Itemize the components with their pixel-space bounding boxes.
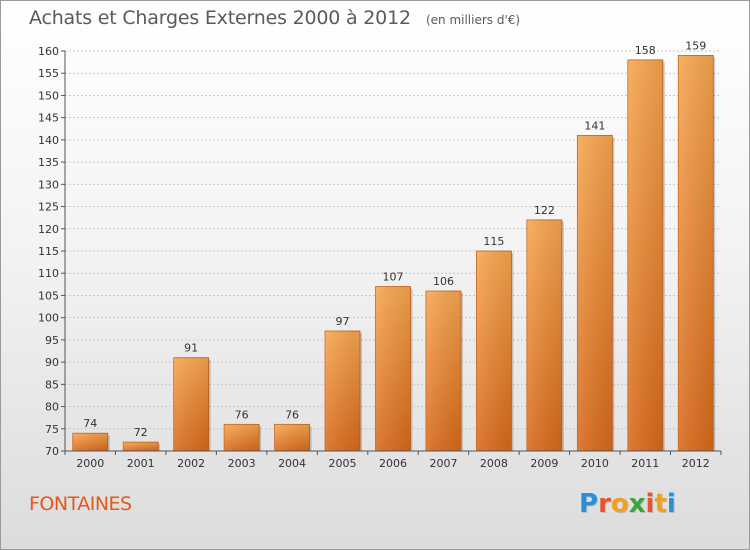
data-label: 122: [534, 204, 555, 217]
data-label: 72: [134, 426, 148, 439]
logo-letter: t: [654, 489, 667, 519]
data-label: 159: [685, 39, 706, 52]
x-tick-label: 2006: [379, 457, 407, 470]
y-tick-label: 100: [38, 312, 59, 325]
bar-shade: [173, 357, 209, 451]
commune-name: FONTAINES: [29, 493, 132, 515]
bar-shade: [72, 433, 108, 451]
y-tick-label: 110: [38, 267, 59, 280]
data-label: 158: [635, 44, 656, 57]
x-tick-label: 2003: [228, 457, 256, 470]
data-label: 115: [483, 235, 504, 248]
y-tick-label: 120: [38, 223, 59, 236]
y-tick-label: 95: [45, 334, 59, 347]
x-tick-label: 2000: [76, 457, 104, 470]
data-label: 141: [584, 119, 605, 132]
y-tick-label: 70: [45, 445, 59, 458]
bar-shade: [375, 286, 411, 451]
data-label: 107: [383, 271, 404, 284]
x-tick-label: 2010: [581, 457, 609, 470]
x-tick-label: 2005: [329, 457, 357, 470]
bar-shade: [526, 219, 562, 451]
logo-letter: x: [628, 489, 646, 519]
data-label: 76: [285, 408, 299, 421]
x-tick-label: 2002: [177, 457, 205, 470]
y-tick-label: 90: [45, 356, 59, 369]
bar-shade: [325, 331, 361, 451]
y-tick-label: 155: [38, 67, 59, 80]
y-tick-label: 160: [38, 45, 59, 58]
y-tick-label: 145: [38, 112, 59, 125]
logo-letter: P: [579, 489, 599, 519]
x-tick-label: 2007: [429, 457, 457, 470]
data-label: 106: [433, 275, 454, 288]
x-tick-label: 2009: [530, 457, 558, 470]
y-tick-label: 140: [38, 134, 59, 147]
bar-shade: [274, 424, 310, 451]
data-label: 76: [235, 408, 249, 421]
bar-shade: [476, 251, 512, 451]
logo-letter: r: [598, 489, 611, 519]
logo-letter: i: [666, 489, 676, 519]
x-tick-label: 2004: [278, 457, 306, 470]
x-tick-label: 2001: [127, 457, 155, 470]
chart-title: Achats et Charges Externes 2000 à 2012: [29, 7, 411, 29]
y-tick-label: 130: [38, 178, 59, 191]
y-tick-label: 105: [38, 289, 59, 302]
y-tick-label: 85: [45, 378, 59, 391]
data-label: 74: [83, 417, 97, 430]
data-label: 97: [336, 315, 350, 328]
x-tick-label: 2011: [631, 457, 659, 470]
bar-shade: [678, 55, 714, 451]
bar-shade: [627, 59, 663, 452]
data-label: 91: [184, 342, 198, 355]
logo-letter: i: [645, 489, 655, 519]
x-tick-label: 2008: [480, 457, 508, 470]
bar-shade: [123, 442, 159, 451]
y-tick-label: 115: [38, 245, 59, 258]
bar-shade: [425, 291, 461, 451]
y-tick-label: 80: [45, 401, 59, 414]
chart-title-block: Achats et Charges Externes 2000 à 2012 (…: [29, 7, 520, 29]
proxiti-logo: Proxiti: [579, 489, 676, 519]
y-tick-label: 125: [38, 201, 59, 214]
y-tick-label: 135: [38, 156, 59, 169]
y-tick-label: 75: [45, 423, 59, 436]
chart-unit: (en milliers d'€): [425, 13, 521, 27]
bar-shade: [224, 424, 260, 451]
logo-letter: o: [610, 489, 629, 519]
x-tick-label: 2012: [682, 457, 710, 470]
bar-shade: [577, 135, 613, 451]
y-tick-label: 150: [38, 89, 59, 102]
